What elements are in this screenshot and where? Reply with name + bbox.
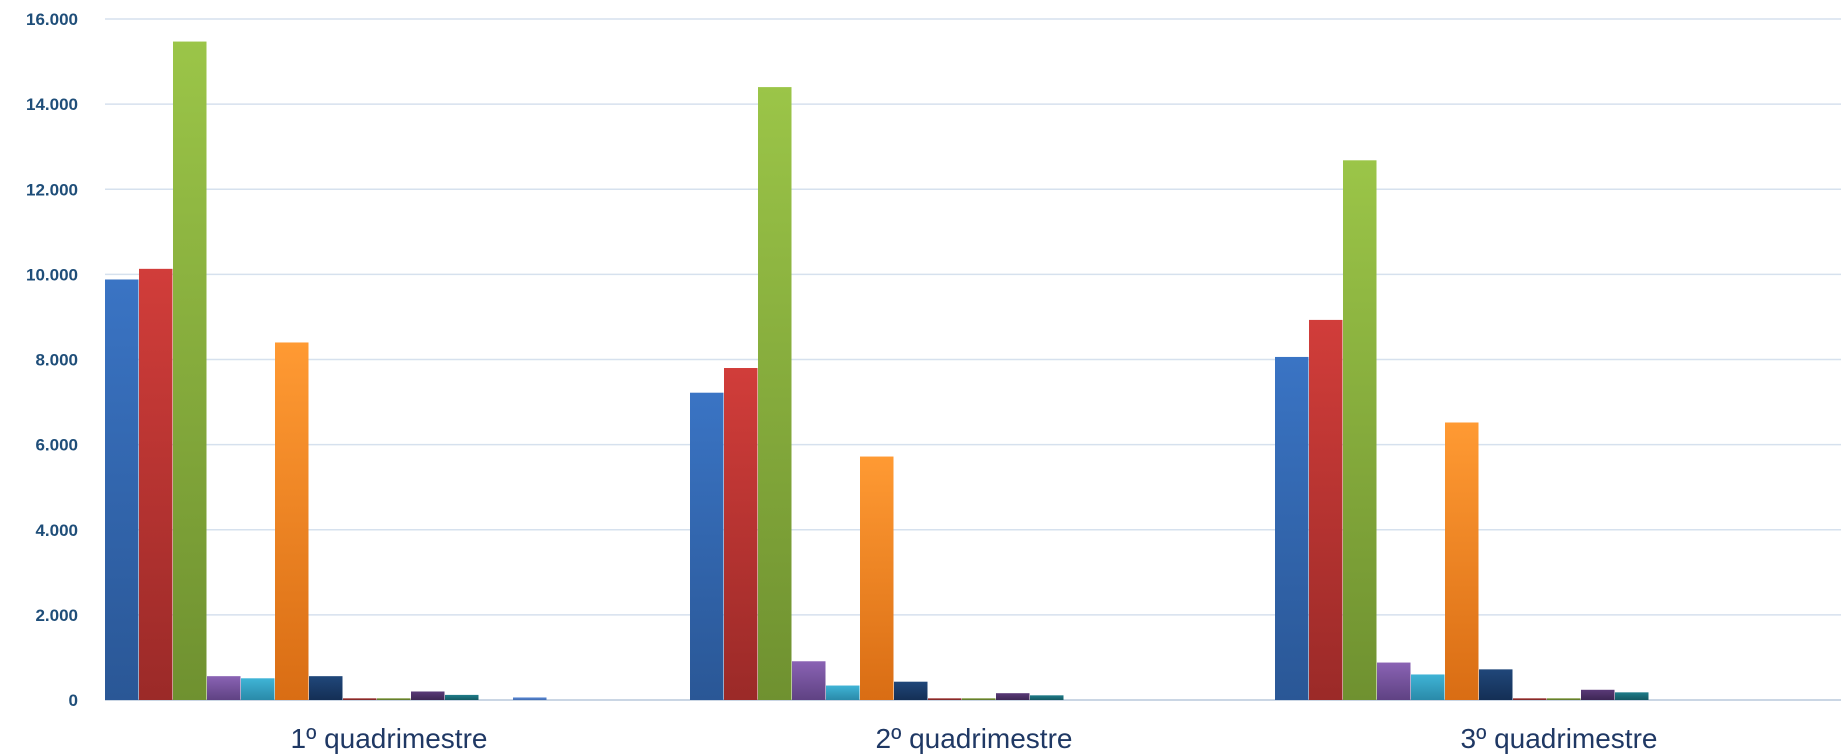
bar — [1309, 319, 1343, 700]
bar — [1377, 662, 1411, 700]
bar — [241, 678, 275, 700]
bar — [513, 697, 547, 700]
bar — [1547, 698, 1581, 700]
x-tick-label: 3º quadrimestre — [1461, 723, 1658, 754]
y-tick-label: 14.000 — [26, 95, 78, 114]
bar — [724, 368, 758, 700]
bars — [105, 41, 1649, 701]
bar — [894, 681, 928, 700]
y-tick-label: 6.000 — [35, 436, 78, 455]
x-tick-label: 2º quadrimestre — [876, 723, 1073, 754]
x-axis: 1º quadrimestre 2º quadrimestre 3º quadrim… — [291, 723, 1658, 754]
bar — [275, 342, 309, 700]
bar — [962, 698, 996, 700]
y-tick-label: 4.000 — [35, 521, 78, 540]
bar — [1479, 669, 1513, 700]
bar — [411, 691, 445, 700]
bar — [1445, 422, 1479, 700]
bar — [1411, 674, 1445, 700]
y-tick-label: 16.000 — [26, 10, 78, 29]
y-axis: 0 2.000 4.000 6.000 8.000 10.000 12.000 14.000 1… — [26, 10, 78, 710]
bar — [1615, 692, 1649, 700]
bar — [377, 698, 411, 700]
bar — [1030, 695, 1064, 700]
bar — [1275, 356, 1309, 700]
x-tick-label: 1º quadrimestre — [291, 723, 488, 754]
bar — [792, 661, 826, 700]
bar — [1581, 689, 1615, 700]
y-tick-label: 2.000 — [35, 606, 78, 625]
bar — [860, 456, 894, 700]
bar — [928, 698, 962, 700]
bar — [996, 693, 1030, 700]
bar — [309, 676, 343, 700]
bar — [1343, 160, 1377, 700]
bar — [1513, 698, 1547, 700]
bar — [173, 41, 207, 701]
y-tick-label: 12.000 — [26, 180, 78, 199]
y-tick-label: 10.000 — [26, 265, 78, 284]
bar — [343, 698, 377, 700]
bar — [139, 268, 173, 700]
bar — [826, 685, 860, 700]
bar — [207, 676, 241, 700]
bar — [445, 694, 479, 700]
bar — [758, 87, 792, 701]
y-tick-label: 8.000 — [35, 351, 78, 370]
bar — [690, 392, 724, 700]
bar — [105, 279, 139, 700]
grid-lines — [105, 18, 1841, 701]
y-tick-label: 0 — [69, 691, 78, 710]
